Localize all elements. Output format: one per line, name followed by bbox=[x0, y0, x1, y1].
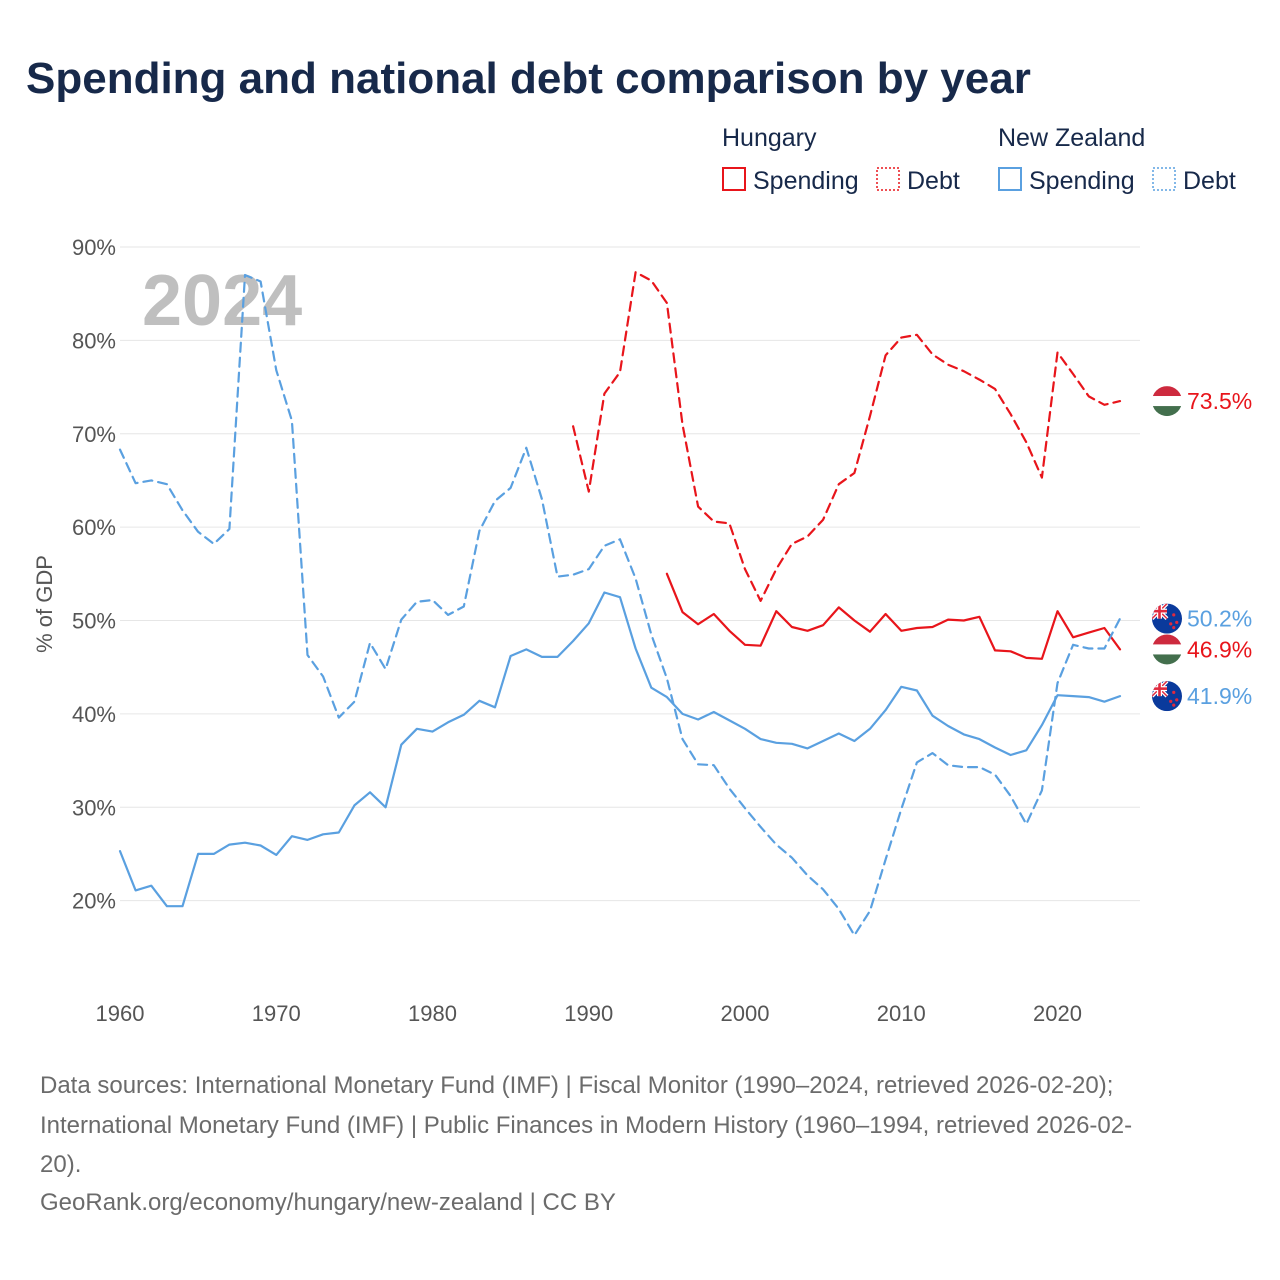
series-line-new-zealand-debt bbox=[118, 273, 1122, 937]
x-tick-label: 1990 bbox=[564, 1001, 613, 1026]
legend-item-label: Spending bbox=[1029, 167, 1135, 195]
series-lines bbox=[118, 271, 1122, 937]
footer: Data sources: International Monetary Fun… bbox=[40, 1072, 1132, 1216]
end-value-label: 46.9% bbox=[1187, 636, 1252, 662]
y-tick-label: 40% bbox=[72, 702, 116, 727]
x-tick-label: 1970 bbox=[252, 1001, 301, 1026]
chart-title: Spending and national debt comparison by… bbox=[26, 54, 1031, 103]
legend-swatch-solid bbox=[722, 167, 746, 191]
new-zealand-flag-marker bbox=[1152, 603, 1182, 634]
year-watermark: 2024 bbox=[142, 261, 302, 341]
legend-item-label: Spending bbox=[753, 167, 859, 195]
x-tick-label: 2010 bbox=[877, 1001, 926, 1026]
gridlines bbox=[120, 246, 1140, 902]
series-line-new-zealand-spending bbox=[118, 591, 1122, 908]
end-labels: 73.5% 46.9% 50.2% 41.9% bbox=[1152, 386, 1252, 712]
legend-item-label: Debt bbox=[1183, 167, 1236, 195]
series-line-hungary-debt bbox=[571, 271, 1122, 603]
legend: Hungary Spending Debt New Zealand Spending De… bbox=[722, 124, 1236, 195]
footer-line: Data sources: International Monetary Fun… bbox=[40, 1072, 1113, 1099]
x-tick-label: 2020 bbox=[1033, 1001, 1082, 1026]
footer-line: 20). bbox=[40, 1151, 81, 1178]
legend-swatch-solid bbox=[998, 167, 1022, 191]
y-tick-label: 90% bbox=[72, 235, 116, 260]
legend-item-label: Debt bbox=[907, 167, 960, 195]
y-tick-label: 50% bbox=[72, 609, 116, 634]
legend-swatch-dotted bbox=[1152, 167, 1176, 191]
end-value-label: 41.9% bbox=[1187, 683, 1252, 709]
end-value-label: 73.5% bbox=[1187, 388, 1252, 414]
y-axis-ticks: 20% 30% 40% 50% 60% 70% 80% 90% bbox=[72, 235, 116, 914]
y-tick-label: 80% bbox=[72, 328, 116, 353]
y-tick-label: 30% bbox=[72, 795, 116, 820]
legend-group-title: New Zealand bbox=[998, 124, 1145, 152]
legend-group-title: Hungary bbox=[722, 124, 817, 152]
footer-line: International Monetary Fund (IMF) | Publ… bbox=[40, 1112, 1132, 1139]
end-value-label: 50.2% bbox=[1187, 606, 1252, 632]
y-axis-label: % of GDP bbox=[32, 555, 57, 653]
x-axis-ticks: 1960 1970 1980 1990 2000 2010 2020 bbox=[96, 1001, 1082, 1026]
new-zealand-flag-marker bbox=[1152, 681, 1182, 712]
y-tick-label: 20% bbox=[72, 889, 116, 914]
hungary-flag-marker bbox=[1152, 634, 1182, 665]
y-tick-label: 70% bbox=[72, 422, 116, 447]
x-tick-label: 1980 bbox=[408, 1001, 457, 1026]
legend-swatch-dotted bbox=[876, 167, 900, 191]
x-tick-label: 2000 bbox=[721, 1001, 770, 1026]
x-tick-label: 1960 bbox=[96, 1001, 145, 1026]
footer-line: GeoRank.org/economy/hungary/new-zealand … bbox=[40, 1189, 616, 1216]
series-line-hungary-spending bbox=[665, 572, 1122, 660]
y-tick-label: 60% bbox=[72, 515, 116, 540]
hungary-flag-marker bbox=[1152, 386, 1182, 417]
